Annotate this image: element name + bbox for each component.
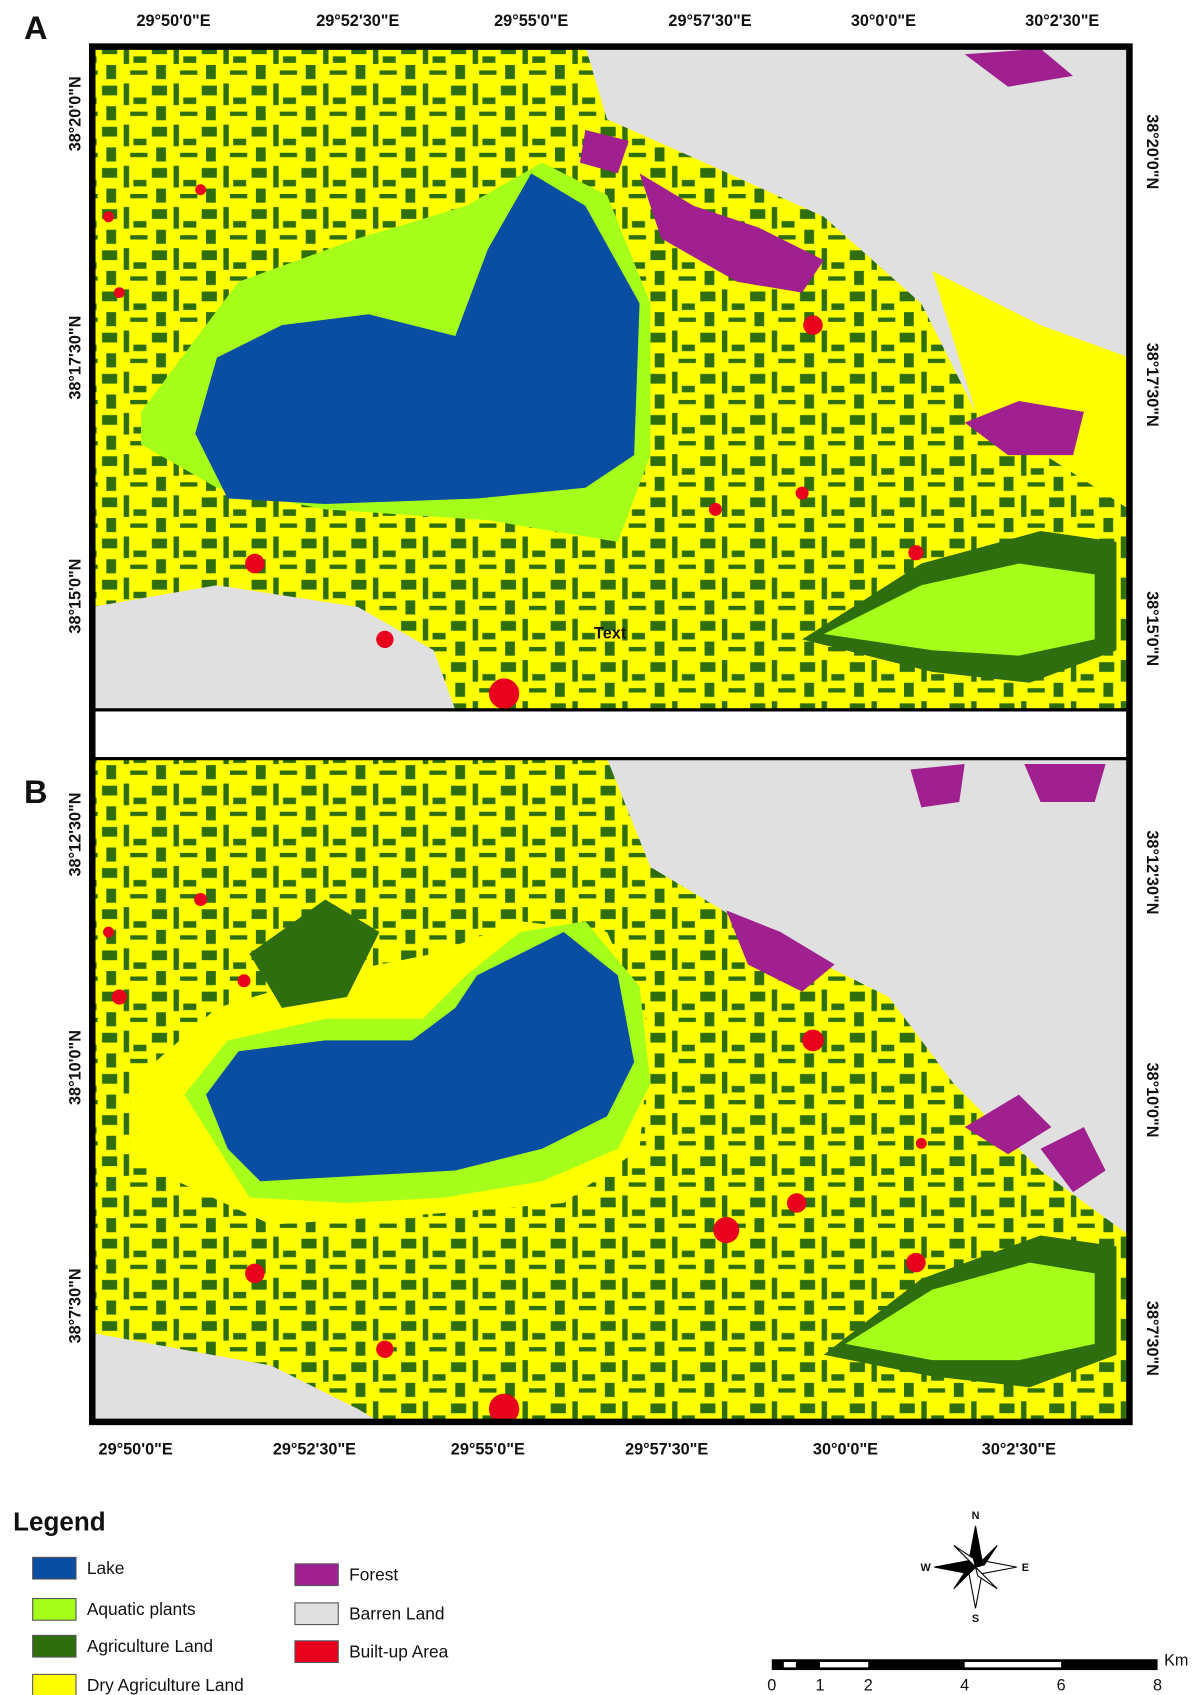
panel-label: B — [24, 774, 47, 810]
legend-swatch — [33, 1635, 76, 1657]
longitude-label: 29°57'30"E — [668, 12, 751, 30]
longitude-label: 29°55'0"E — [494, 12, 568, 30]
built-up-patch — [376, 631, 393, 648]
compass-label: W — [921, 1562, 932, 1574]
built-up-patch — [237, 974, 250, 987]
built-up-patch — [713, 1217, 739, 1243]
map-panel-b — [92, 759, 1129, 1424]
legend-swatch — [33, 1557, 76, 1579]
legend-label: Built-up Area — [349, 1641, 449, 1661]
latitude-label: 38°7'30"N — [1143, 1301, 1161, 1376]
legend-swatch — [33, 1674, 76, 1695]
legend-label: Barren Land — [349, 1603, 444, 1623]
legend: Lake Aquatic plants Agriculture Land Dry Ag… — [33, 1557, 449, 1695]
longitude-label: 29°55'0"E — [451, 1440, 525, 1458]
legend-swatch — [33, 1599, 76, 1621]
legend-swatch — [295, 1603, 338, 1625]
scale-bar-segment — [965, 1662, 1061, 1667]
north-arrow: N S E W — [921, 1510, 1029, 1625]
latitude-label: 38°7'30"N — [66, 1268, 84, 1343]
longitude-label: 29°50'0"E — [136, 12, 210, 30]
latitude-label: 38°15'0"N — [1143, 591, 1161, 666]
scale-bar-segment — [820, 1662, 868, 1667]
longitude-label: 29°52'30"E — [316, 12, 399, 30]
legend-title: Legend — [13, 1507, 105, 1537]
built-up-patch — [245, 554, 265, 574]
longitude-label: 29°50'0"E — [99, 1440, 173, 1458]
legend-label: Lake — [87, 1558, 125, 1578]
latitude-label: 38°17'30"N — [1143, 343, 1161, 427]
map-note: Text — [594, 624, 627, 642]
longitude-label: 30°0'0"E — [813, 1440, 878, 1458]
legend-label: Agriculture Land — [87, 1636, 213, 1656]
latitude-label: 38°12'30"N — [1143, 830, 1161, 914]
scale-unit: Km — [1164, 1652, 1188, 1670]
legend-swatch — [295, 1564, 338, 1586]
panel-separator — [92, 710, 1129, 759]
latitude-label: 38°15'0"N — [66, 559, 84, 634]
built-up-patch — [376, 1341, 393, 1358]
scale-tick-label: 6 — [1057, 1677, 1066, 1695]
built-up-patch — [112, 989, 127, 1004]
map-figure: A B Text Legend Lake Aquatic plants Agricu… — [0, 0, 1200, 1695]
latitude-label: 38°20'0"N — [66, 76, 84, 151]
built-up-patch — [916, 1138, 927, 1149]
legend-label: Aquatic plants — [87, 1599, 196, 1619]
built-up-patch — [803, 315, 823, 335]
built-up-patch — [489, 678, 519, 708]
built-up-patch — [114, 287, 125, 298]
scale-tick-label: 2 — [864, 1677, 873, 1695]
longitude-label: 30°2'30"E — [1025, 12, 1099, 30]
built-up-patch — [802, 1030, 824, 1052]
built-up-patch — [245, 1264, 265, 1284]
longitude-label: 29°52'30"E — [273, 1440, 356, 1458]
built-up-patch — [787, 1193, 807, 1213]
map-panel-a — [92, 47, 1129, 710]
scale-bar-segment — [784, 1662, 796, 1667]
compass-label: S — [972, 1613, 979, 1625]
built-up-patch — [709, 503, 722, 516]
built-up-patch — [195, 184, 206, 195]
scale-tick-label: 4 — [960, 1677, 969, 1695]
scale-bar: 0 1 2 4 6 8Km — [767, 1652, 1188, 1695]
latitude-label: 38°12'30"N — [66, 792, 84, 876]
built-up-patch — [796, 487, 809, 500]
latitude-label: 38°10'0"N — [66, 1030, 84, 1105]
built-up-patch — [103, 211, 114, 222]
longitude-label: 29°57'30"E — [625, 1440, 708, 1458]
built-up-patch — [908, 545, 923, 560]
legend-label: Dry Agriculture Land — [87, 1675, 244, 1695]
built-up-patch — [103, 927, 114, 938]
compass-label: N — [972, 1510, 980, 1522]
longitude-label: 30°2'30"E — [982, 1440, 1056, 1458]
legend-swatch — [295, 1641, 338, 1663]
panel-label: A — [24, 10, 47, 46]
latitude-label: 38°10'0"N — [1143, 1063, 1161, 1138]
scale-tick-label: 8 — [1153, 1677, 1162, 1695]
scale-tick-label: 0 — [767, 1677, 776, 1695]
latitude-label: 38°17'30"N — [66, 316, 84, 400]
built-up-patch — [906, 1253, 926, 1273]
built-up-patch — [194, 893, 207, 906]
compass-label: E — [1022, 1562, 1029, 1574]
legend-label: Forest — [349, 1564, 398, 1584]
scale-tick-label: 1 — [815, 1677, 824, 1695]
latitude-label: 38°20'0"N — [1143, 114, 1161, 189]
longitude-label: 30°0'0"E — [851, 12, 916, 30]
